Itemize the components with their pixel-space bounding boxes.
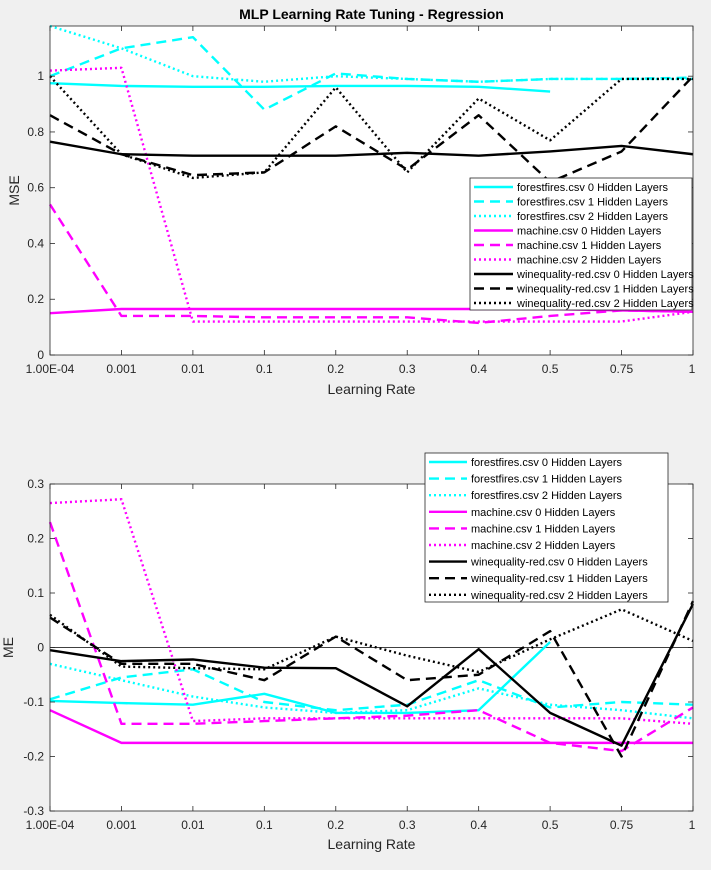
- legend-label: forestfires.csv 1 Hidden Layers: [517, 197, 669, 209]
- mse-chart: MLP Learning Rate Tuning - Regression 00…: [6, 6, 696, 397]
- y-tick-label: 1: [37, 69, 44, 83]
- legend-label: winequality-red.csv 2 Hidden Layers: [470, 590, 648, 602]
- x-tick-label: 0.2: [327, 362, 344, 376]
- series-line: [49, 608, 694, 674]
- legend-label: forestfires.csv 2 Hidden Layers: [517, 211, 669, 223]
- me-legend: forestfires.csv 0 Hidden Layers forestfir…: [424, 452, 669, 603]
- legend-label: machine.csv 1 Hidden Layers: [471, 523, 616, 535]
- me-y-ticks: -0.3 -0.2 -0.1 0 0.1 0.2 0.3: [23, 477, 693, 818]
- series-line: [49, 600, 695, 758]
- x-tick-label: 0.5: [542, 818, 559, 832]
- x-axis-label: Learning Rate: [328, 836, 416, 852]
- y-axis-label: MSE: [6, 175, 22, 205]
- legend-label: machine.csv 0 Hidden Layers: [517, 226, 662, 238]
- x-axis-label: Learning Rate: [328, 381, 416, 397]
- series-line: [49, 641, 551, 715]
- x-tick-label: 0.1: [256, 818, 273, 832]
- y-tick-label: 0.4: [27, 236, 44, 250]
- series-line: [49, 75, 694, 184]
- x-tick-label: 1.00E-04: [26, 818, 75, 832]
- x-tick-label: 0.4: [470, 362, 487, 376]
- x-tick-label: 0.01: [181, 362, 205, 376]
- legend-label: machine.csv 0 Hidden Layers: [471, 507, 616, 519]
- y-tick-label: -0.3: [23, 804, 44, 818]
- y-tick-label: -0.2: [23, 750, 44, 764]
- x-tick-label: 0.3: [399, 818, 416, 832]
- y-tick-label: 0: [37, 348, 44, 362]
- series-line: [49, 140, 694, 157]
- mse-y-ticks: 0 0.2 0.4 0.6 0.8 1: [27, 69, 693, 362]
- x-tick-label: 1: [689, 818, 696, 832]
- y-tick-label: -0.1: [23, 695, 44, 709]
- legend-label: machine.csv 1 Hidden Layers: [517, 240, 662, 252]
- y-tick-label: 0: [37, 641, 44, 655]
- x-tick-label: 1: [689, 362, 696, 376]
- legend-label: forestfires.csv 0 Hidden Layers: [471, 457, 623, 469]
- x-tick-label: 0.2: [327, 818, 344, 832]
- y-tick-label: 0.2: [27, 532, 44, 546]
- x-tick-label: 0.1: [256, 362, 273, 376]
- legend-label: forestfires.csv 2 Hidden Layers: [471, 490, 623, 502]
- series-line: [49, 81, 551, 93]
- series-line: [48, 521, 694, 753]
- x-tick-label: 0.01: [181, 818, 205, 832]
- y-axis-label: ME: [0, 637, 16, 658]
- mse-series-lines: [48, 24, 694, 325]
- x-tick-label: 1.00E-04: [26, 362, 75, 376]
- mse-axes-box: [49, 25, 694, 356]
- legend-label: winequality-red.csv 1 Hidden Layers: [516, 284, 694, 296]
- legend-label: forestfires.csv 0 Hidden Layers: [517, 182, 669, 194]
- y-tick-label: 0.2: [27, 292, 44, 306]
- legend-label: winequality-red.csv 1 Hidden Layers: [470, 573, 648, 585]
- series-line: [49, 662, 694, 720]
- series-line: [49, 24, 693, 83]
- series-line: [49, 709, 693, 745]
- x-tick-label: 0.75: [610, 818, 634, 832]
- x-tick-label: 0.5: [542, 362, 559, 376]
- chart-title: MLP Learning Rate Tuning - Regression: [239, 6, 504, 22]
- y-tick-label: 0.6: [27, 181, 44, 195]
- legend-label: machine.csv 2 Hidden Layers: [517, 255, 662, 267]
- legend-label: winequality-red.csv 0 Hidden Layers: [516, 269, 694, 281]
- legend-label: winequality-red.csv 0 Hidden Layers: [470, 557, 648, 569]
- legend-label: machine.csv 2 Hidden Layers: [471, 540, 616, 552]
- legend-label: forestfires.csv 1 Hidden Layers: [471, 474, 623, 486]
- x-tick-label: 0.75: [610, 362, 634, 376]
- y-tick-label: 0.3: [27, 477, 44, 491]
- y-tick-label: 0.8: [27, 125, 44, 139]
- series-line: [48, 203, 694, 325]
- series-line: [49, 603, 695, 747]
- mse-legend: forestfires.csv 0 Hidden Layers forestfir…: [469, 177, 694, 311]
- x-tick-label: 0.001: [106, 362, 136, 376]
- x-tick-label: 0.3: [399, 362, 416, 376]
- legend-label: winequality-red.csv 2 Hidden Layers: [516, 298, 694, 310]
- me-chart: -0.3 -0.2 -0.1 0 0.1 0.2 0.3 1.00E-04 0.001 0.01…: [0, 452, 696, 852]
- mse-x-ticks: 1.00E-04 0.001 0.01 0.1 0.2 0.3 0.4 0.5 0.75 1: [26, 26, 696, 376]
- y-tick-label: 0.1: [27, 586, 44, 600]
- x-tick-label: 0.4: [470, 818, 487, 832]
- me-series-lines: [48, 498, 695, 758]
- x-tick-label: 0.001: [106, 818, 136, 832]
